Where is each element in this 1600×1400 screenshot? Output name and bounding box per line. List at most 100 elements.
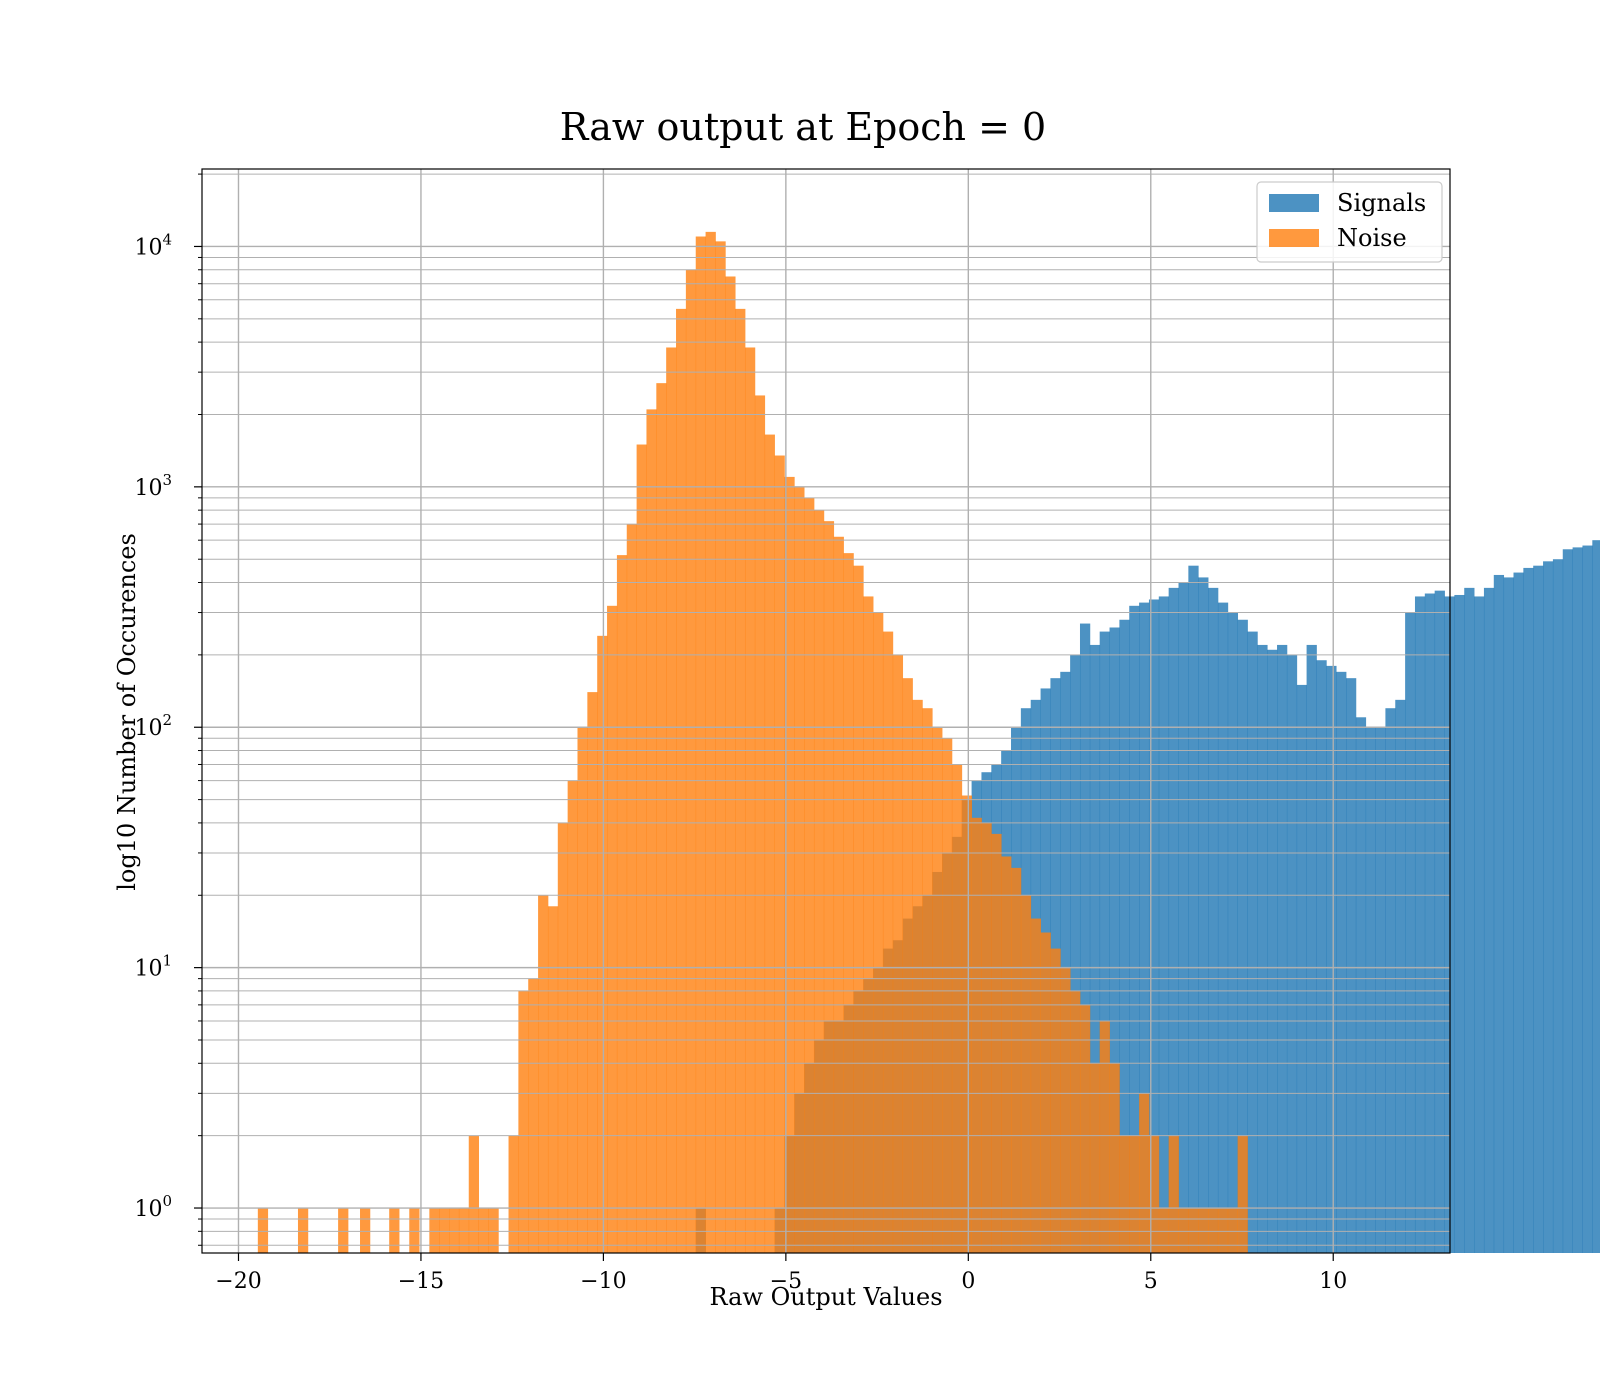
plot-area: −20 −15 −10 −5 0 5 10 100 101 102 103 104 Signals Noi… [134,168,1600,1294]
noise-bar [1188,1208,1199,1253]
noise-bar [297,1208,309,1253]
signals-bar [1592,540,1600,1253]
noise-bar [971,817,982,1253]
noise-bar [823,521,835,1253]
signals-bar [1326,665,1337,1253]
signals-bar [1109,627,1120,1253]
signals-bar [1582,545,1593,1253]
noise-bar [813,510,825,1253]
noise-bar [1001,856,1012,1253]
signals-bar [1208,587,1219,1253]
signals-bar [1286,654,1298,1253]
noise-bar [961,795,972,1253]
signals-bar [1198,577,1209,1253]
signals-bar [1267,649,1278,1253]
noise-bar [616,555,628,1253]
noise-bar [1217,1208,1229,1253]
noise-bar [873,612,884,1253]
noise-bar [744,347,756,1254]
legend-label-noise: Noise [1337,224,1407,252]
noise-bar [567,780,578,1253]
noise-bar [705,231,716,1253]
noise-bar [1119,1135,1130,1253]
noise-bar [794,486,805,1254]
noise-bar [1070,990,1081,1253]
signals-bar [1543,561,1554,1253]
signals-bar [1257,644,1268,1253]
signals-bar [1395,699,1406,1253]
chart-title: Raw output at Epoch = 0 [560,105,1046,149]
noise-bar [508,1135,519,1253]
x-tick-label: −15 [398,1269,444,1294]
noise-bar [695,236,706,1253]
noise-bar [478,1208,489,1253]
noise-bar [656,383,667,1253]
signals-bar [1296,684,1307,1253]
signals-bar [1099,631,1110,1253]
noise-bar [932,727,943,1253]
noise-bar [646,409,657,1253]
signals-bar [1483,587,1495,1253]
noise-bar [1139,1093,1150,1253]
noise-bar [754,395,766,1253]
noise-bar [409,1208,420,1253]
legend-label-signals: Signals [1337,189,1426,217]
noise-bar [863,596,874,1253]
noise-bar [912,699,923,1253]
noise-bar [1148,1135,1160,1253]
noise-bar [1050,948,1061,1253]
noise-bar [1208,1208,1219,1253]
signals-bar [1119,619,1130,1253]
noise-bar [449,1208,460,1253]
signals-bar [1464,587,1475,1253]
noise-bar [1079,1004,1091,1253]
signals-bar [1139,602,1150,1253]
signals-bar [1503,577,1514,1253]
noise-bar [715,241,726,1253]
noise-bar [468,1135,479,1253]
signals-bar [1316,660,1327,1253]
noise-bar [892,654,904,1253]
y-tick-label: 103 [134,471,172,501]
noise-bar [1227,1208,1239,1253]
signals-bar [1414,596,1426,1253]
axes-frame [201,168,1451,1254]
noise-bar [1198,1208,1209,1253]
signals-bar [1385,708,1396,1253]
legend-swatch-signals [1269,194,1319,212]
noise-bar [853,565,864,1253]
signals-bar [1474,596,1485,1253]
x-tick-label: 10 [1319,1269,1347,1294]
signals-bar [1405,612,1416,1253]
signals-bar [1148,599,1160,1253]
signals-bar [1513,572,1524,1253]
noise-bar [1109,1063,1120,1253]
signals-bar [1306,644,1317,1253]
noise-bar [458,1208,470,1253]
noise-bar [1030,918,1041,1253]
signals-bar [1079,623,1091,1253]
legend-swatch-noise [1269,229,1319,247]
noise-bar [1158,1208,1170,1253]
signals-bar [1336,671,1347,1253]
noise-bar [922,708,933,1253]
noise-bar [338,1208,349,1253]
signals-bar [1168,587,1179,1253]
noise-bar [774,455,785,1253]
x-axis-label: Raw Output Values [709,1283,942,1311]
signals-bar [1533,565,1544,1253]
noise-bar [547,906,559,1253]
signals-bar [1277,644,1288,1253]
noise-bar [518,990,529,1253]
signals-bar [1089,644,1101,1253]
noise-bar [991,833,1002,1253]
x-tick-label: −5 [770,1269,802,1294]
signals-bar [1188,565,1199,1253]
noise-bar [784,476,795,1253]
y-tick-label: 102 [134,711,172,741]
x-tick-label: 5 [1144,1269,1158,1294]
signals-bar [1434,590,1445,1253]
noise-bar [528,978,539,1253]
y-tick-label: 101 [134,952,172,982]
